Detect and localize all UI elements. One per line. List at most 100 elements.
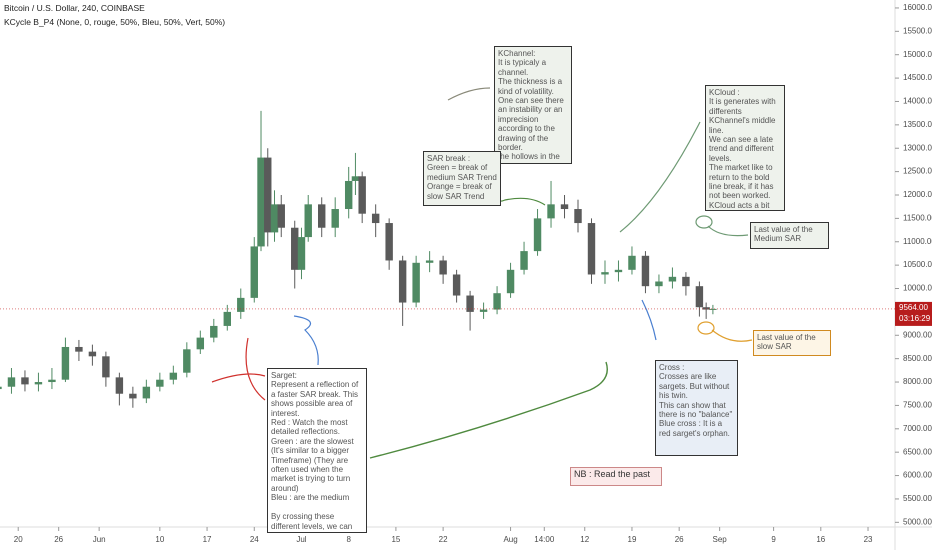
candle-body	[385, 223, 393, 261]
candle-body	[560, 204, 569, 210]
y-tick-label: 14500.00	[903, 73, 932, 82]
candle-body	[142, 386, 151, 399]
annotation: Sarget: Represent a reflection of a fast…	[267, 368, 367, 533]
y-tick-label: 10000.00	[903, 284, 932, 293]
arrow	[211, 337, 266, 401]
candle-body	[156, 379, 164, 387]
x-tick-label: 26	[54, 535, 63, 544]
candle-body	[358, 176, 366, 214]
x-tick-label: Aug	[503, 535, 517, 544]
candle-body	[412, 262, 420, 303]
y-tick-label: 7500.00	[903, 401, 932, 410]
candle-body	[682, 276, 690, 287]
candle-body	[587, 223, 596, 275]
candle-body	[574, 209, 582, 224]
candle-body	[668, 276, 677, 282]
candle-body	[250, 246, 258, 298]
candle-body	[398, 260, 407, 303]
candle-body	[88, 351, 97, 357]
annotation: KChannel: It is typicaly a channel. The …	[494, 46, 572, 164]
y-tick-label: 5000.00	[903, 517, 932, 526]
y-tick-label: 13500.00	[903, 120, 932, 129]
y-tick-label: 8500.00	[903, 354, 932, 363]
y-tick-label: 11000.00	[903, 237, 932, 246]
x-tick-label: 22	[439, 535, 448, 544]
x-tick-label: Jul	[296, 535, 306, 544]
candle-body	[34, 382, 43, 385]
x-tick-label: 8	[346, 535, 351, 544]
candle-body	[331, 209, 339, 228]
marker	[695, 215, 713, 229]
candle-body	[291, 227, 299, 270]
candle-body	[709, 308, 717, 310]
y-tick-label: 8000.00	[903, 377, 932, 386]
candle-body	[264, 157, 272, 233]
y-tick-label: 16000.00	[903, 3, 932, 12]
x-tick-label: 12	[580, 535, 589, 544]
candle-body	[344, 180, 353, 210]
x-tick-label: 19	[628, 535, 637, 544]
candle-body	[115, 377, 124, 394]
candle-body	[702, 307, 710, 310]
annotation: Last value of the slow SAR	[753, 330, 831, 356]
annotation: Last value of the Medium SAR	[750, 222, 829, 249]
arrow	[293, 315, 319, 366]
x-tick-label: 15	[391, 535, 400, 544]
chart-marks: 5000.00 5500.00 6000.00 6500.00 7000.00 7500.…	[0, 3, 932, 544]
x-tick-label: 16	[816, 535, 825, 544]
y-tick-label: 15500.00	[903, 26, 932, 35]
x-tick-label: Sep	[713, 535, 728, 544]
candle-body	[129, 393, 137, 399]
candle-body	[48, 379, 56, 383]
candle-body	[439, 260, 447, 275]
y-tick-label: 10500.00	[903, 260, 932, 269]
candle-body	[270, 204, 279, 233]
x-tick-label: 23	[864, 535, 873, 544]
marker	[697, 321, 715, 335]
candle-body	[223, 311, 232, 326]
candle-body	[257, 157, 265, 247]
candle-body	[628, 255, 636, 270]
candle-body	[210, 325, 218, 338]
y-tick-label: 5500.00	[903, 494, 932, 503]
candle-body	[479, 309, 488, 312]
candle-body	[547, 204, 555, 219]
candle-body	[506, 269, 515, 294]
candle-body	[183, 349, 191, 373]
candle-body	[351, 176, 360, 181]
candle-body	[75, 346, 83, 352]
candle-body	[641, 255, 650, 287]
candle-body	[102, 356, 110, 378]
candle-body	[493, 293, 501, 310]
candle-body	[304, 204, 312, 238]
chart-title: Bitcoin / U.S. Dollar, 240, COINBASE	[4, 3, 145, 13]
arrow	[369, 361, 608, 459]
candle-body	[0, 386, 2, 390]
countdown-label: 03:16:29	[899, 314, 931, 323]
x-tick-label: 26	[675, 535, 684, 544]
candle-body	[695, 286, 704, 308]
y-tick-label: 14000.00	[903, 97, 932, 106]
x-tick-label: 20	[14, 535, 23, 544]
candle-body	[371, 213, 380, 224]
annotation: SAR break : Green = break of medium SAR …	[423, 151, 501, 206]
candle-body	[318, 204, 326, 228]
candle-body	[237, 297, 245, 312]
candle-body	[452, 274, 461, 296]
x-tick-label: 9	[771, 535, 776, 544]
annotation: Cross : Crosses are like sargets. But wi…	[655, 360, 738, 456]
candle-body	[277, 204, 285, 228]
annotation: NB : Read the past	[570, 467, 662, 486]
y-tick-label: 6500.00	[903, 447, 932, 456]
candle-body	[655, 281, 663, 287]
y-tick-label: 6000.00	[903, 471, 932, 480]
y-tick-label: 15000.00	[903, 50, 932, 59]
candle-body	[297, 237, 306, 270]
indicator-label: KCycle B_P4 (None, 0, rouge, 50%, Bleu, …	[4, 17, 226, 27]
arrow	[641, 299, 657, 341]
x-tick-label: 14:00	[534, 535, 555, 544]
candle-body	[169, 372, 178, 380]
